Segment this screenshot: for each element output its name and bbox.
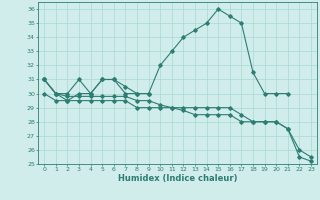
X-axis label: Humidex (Indice chaleur): Humidex (Indice chaleur) (118, 174, 237, 183)
